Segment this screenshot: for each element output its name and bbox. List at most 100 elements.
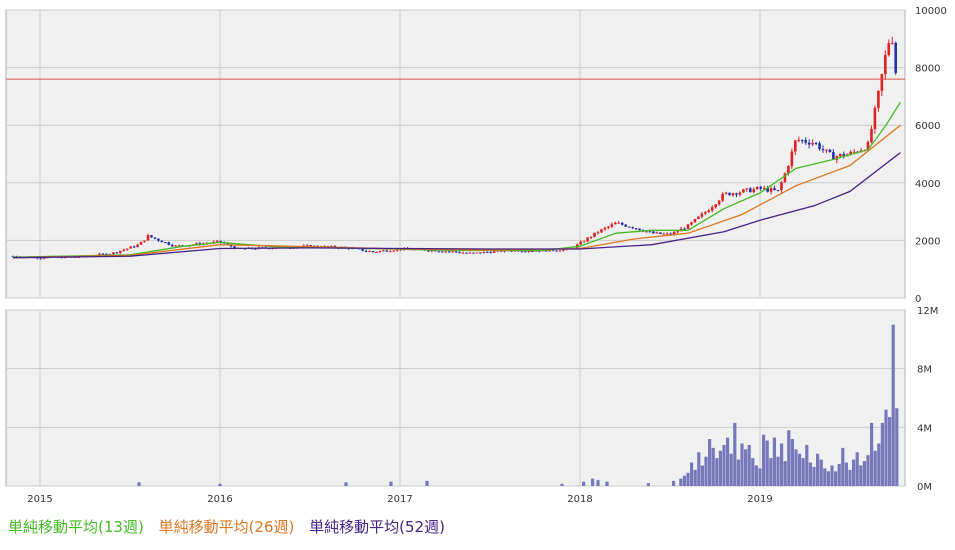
candle-up (745, 188, 749, 190)
legend-ma52: 単純移動平均(52週) (309, 518, 445, 536)
volume-bar (769, 458, 773, 486)
volume-bar (690, 462, 694, 486)
candle-down (555, 250, 558, 252)
candle-up (693, 218, 697, 223)
candle-down (648, 231, 652, 233)
candle-up (839, 153, 842, 157)
candle-up (738, 192, 742, 195)
x-tick-label: 2019 (747, 494, 772, 505)
volume-bar (852, 459, 856, 486)
volume-bar (715, 458, 719, 486)
candle-down (479, 252, 482, 254)
volume-bar (726, 437, 730, 486)
candle-down (759, 186, 762, 189)
candle-down (427, 250, 430, 252)
candle-down (638, 228, 641, 231)
candle-down (683, 228, 686, 230)
candle-up (794, 140, 797, 152)
volume-tick-label: 0M (917, 482, 932, 493)
volume-bar (837, 464, 841, 486)
candle-up (742, 189, 745, 193)
candle-up (697, 216, 700, 219)
candle-up (558, 250, 562, 252)
volume-bar (747, 444, 751, 486)
candle-down (634, 228, 638, 230)
candle-up (579, 241, 582, 245)
candle-down (766, 187, 769, 192)
candle-up (143, 240, 146, 242)
candle-up (589, 236, 593, 238)
candle-up (880, 74, 884, 91)
volume-axis-labels: 0M 4M 8M 12M (917, 306, 938, 493)
candle-up (731, 193, 735, 196)
candle-up (593, 232, 596, 237)
candle-down (254, 248, 257, 250)
candle-down (620, 222, 624, 225)
candle-down (832, 152, 835, 160)
volume-bar (605, 481, 609, 486)
candle-down (440, 251, 444, 253)
candle-down (150, 235, 153, 238)
candle-up (797, 140, 801, 142)
candle-up (430, 250, 434, 252)
candle-up (119, 250, 122, 253)
candle-up (195, 243, 198, 245)
candle-up (700, 213, 704, 217)
candle-up (475, 252, 479, 254)
candle-down (828, 149, 832, 153)
volume-bar (823, 468, 827, 486)
candle-up (382, 250, 385, 252)
volume-bar (740, 443, 744, 486)
candle-up (461, 252, 465, 254)
candle-down (233, 246, 236, 249)
candle-down (115, 252, 119, 254)
candle-down (804, 140, 807, 143)
candle-down (624, 224, 627, 227)
price-tick-label: 8000 (915, 64, 940, 75)
candle-up (617, 222, 621, 224)
candle-down (894, 42, 897, 73)
candle-up (866, 142, 870, 151)
candle-down (821, 149, 825, 151)
candle-up (884, 55, 887, 75)
volume-bar (596, 480, 600, 486)
candle-up (600, 229, 603, 233)
volume-bar (751, 458, 755, 486)
candle-up (873, 108, 877, 129)
volume-bar (560, 483, 564, 486)
candle-up (468, 252, 472, 254)
candle-up (42, 258, 46, 260)
volume-bar (679, 478, 683, 486)
volume-bar (783, 461, 787, 486)
candle-down (735, 193, 738, 195)
candle-up (146, 235, 150, 241)
price-tick-label: 6000 (915, 121, 940, 132)
candle-down (371, 251, 375, 253)
candle-up (174, 245, 177, 247)
candle-up (811, 142, 814, 145)
candle-down (631, 227, 634, 229)
volume-bar (762, 434, 766, 486)
candle-down (776, 190, 780, 192)
price-tick-label: 10000 (915, 6, 947, 17)
candle-down (627, 226, 631, 228)
volume-bar (862, 461, 866, 486)
volume-bar (888, 417, 892, 486)
candle-up (825, 149, 828, 151)
volume-bar (848, 469, 852, 486)
candle-up (482, 251, 486, 254)
volume-bar (686, 472, 690, 486)
candle-up (672, 231, 676, 235)
x-axis-labels: 2015 2016 2017 2018 2019 (27, 494, 772, 505)
candle-up (762, 187, 766, 189)
price-grid (6, 9, 905, 299)
volume-bar (855, 452, 859, 486)
candle-up (790, 151, 794, 167)
volume-panel-frame (5, 309, 906, 487)
candle-down (437, 251, 441, 253)
candle-down (530, 251, 534, 253)
candle-up (368, 251, 371, 253)
candle-up (787, 166, 790, 174)
volume-bar (895, 408, 899, 486)
volume-bar (708, 439, 712, 486)
